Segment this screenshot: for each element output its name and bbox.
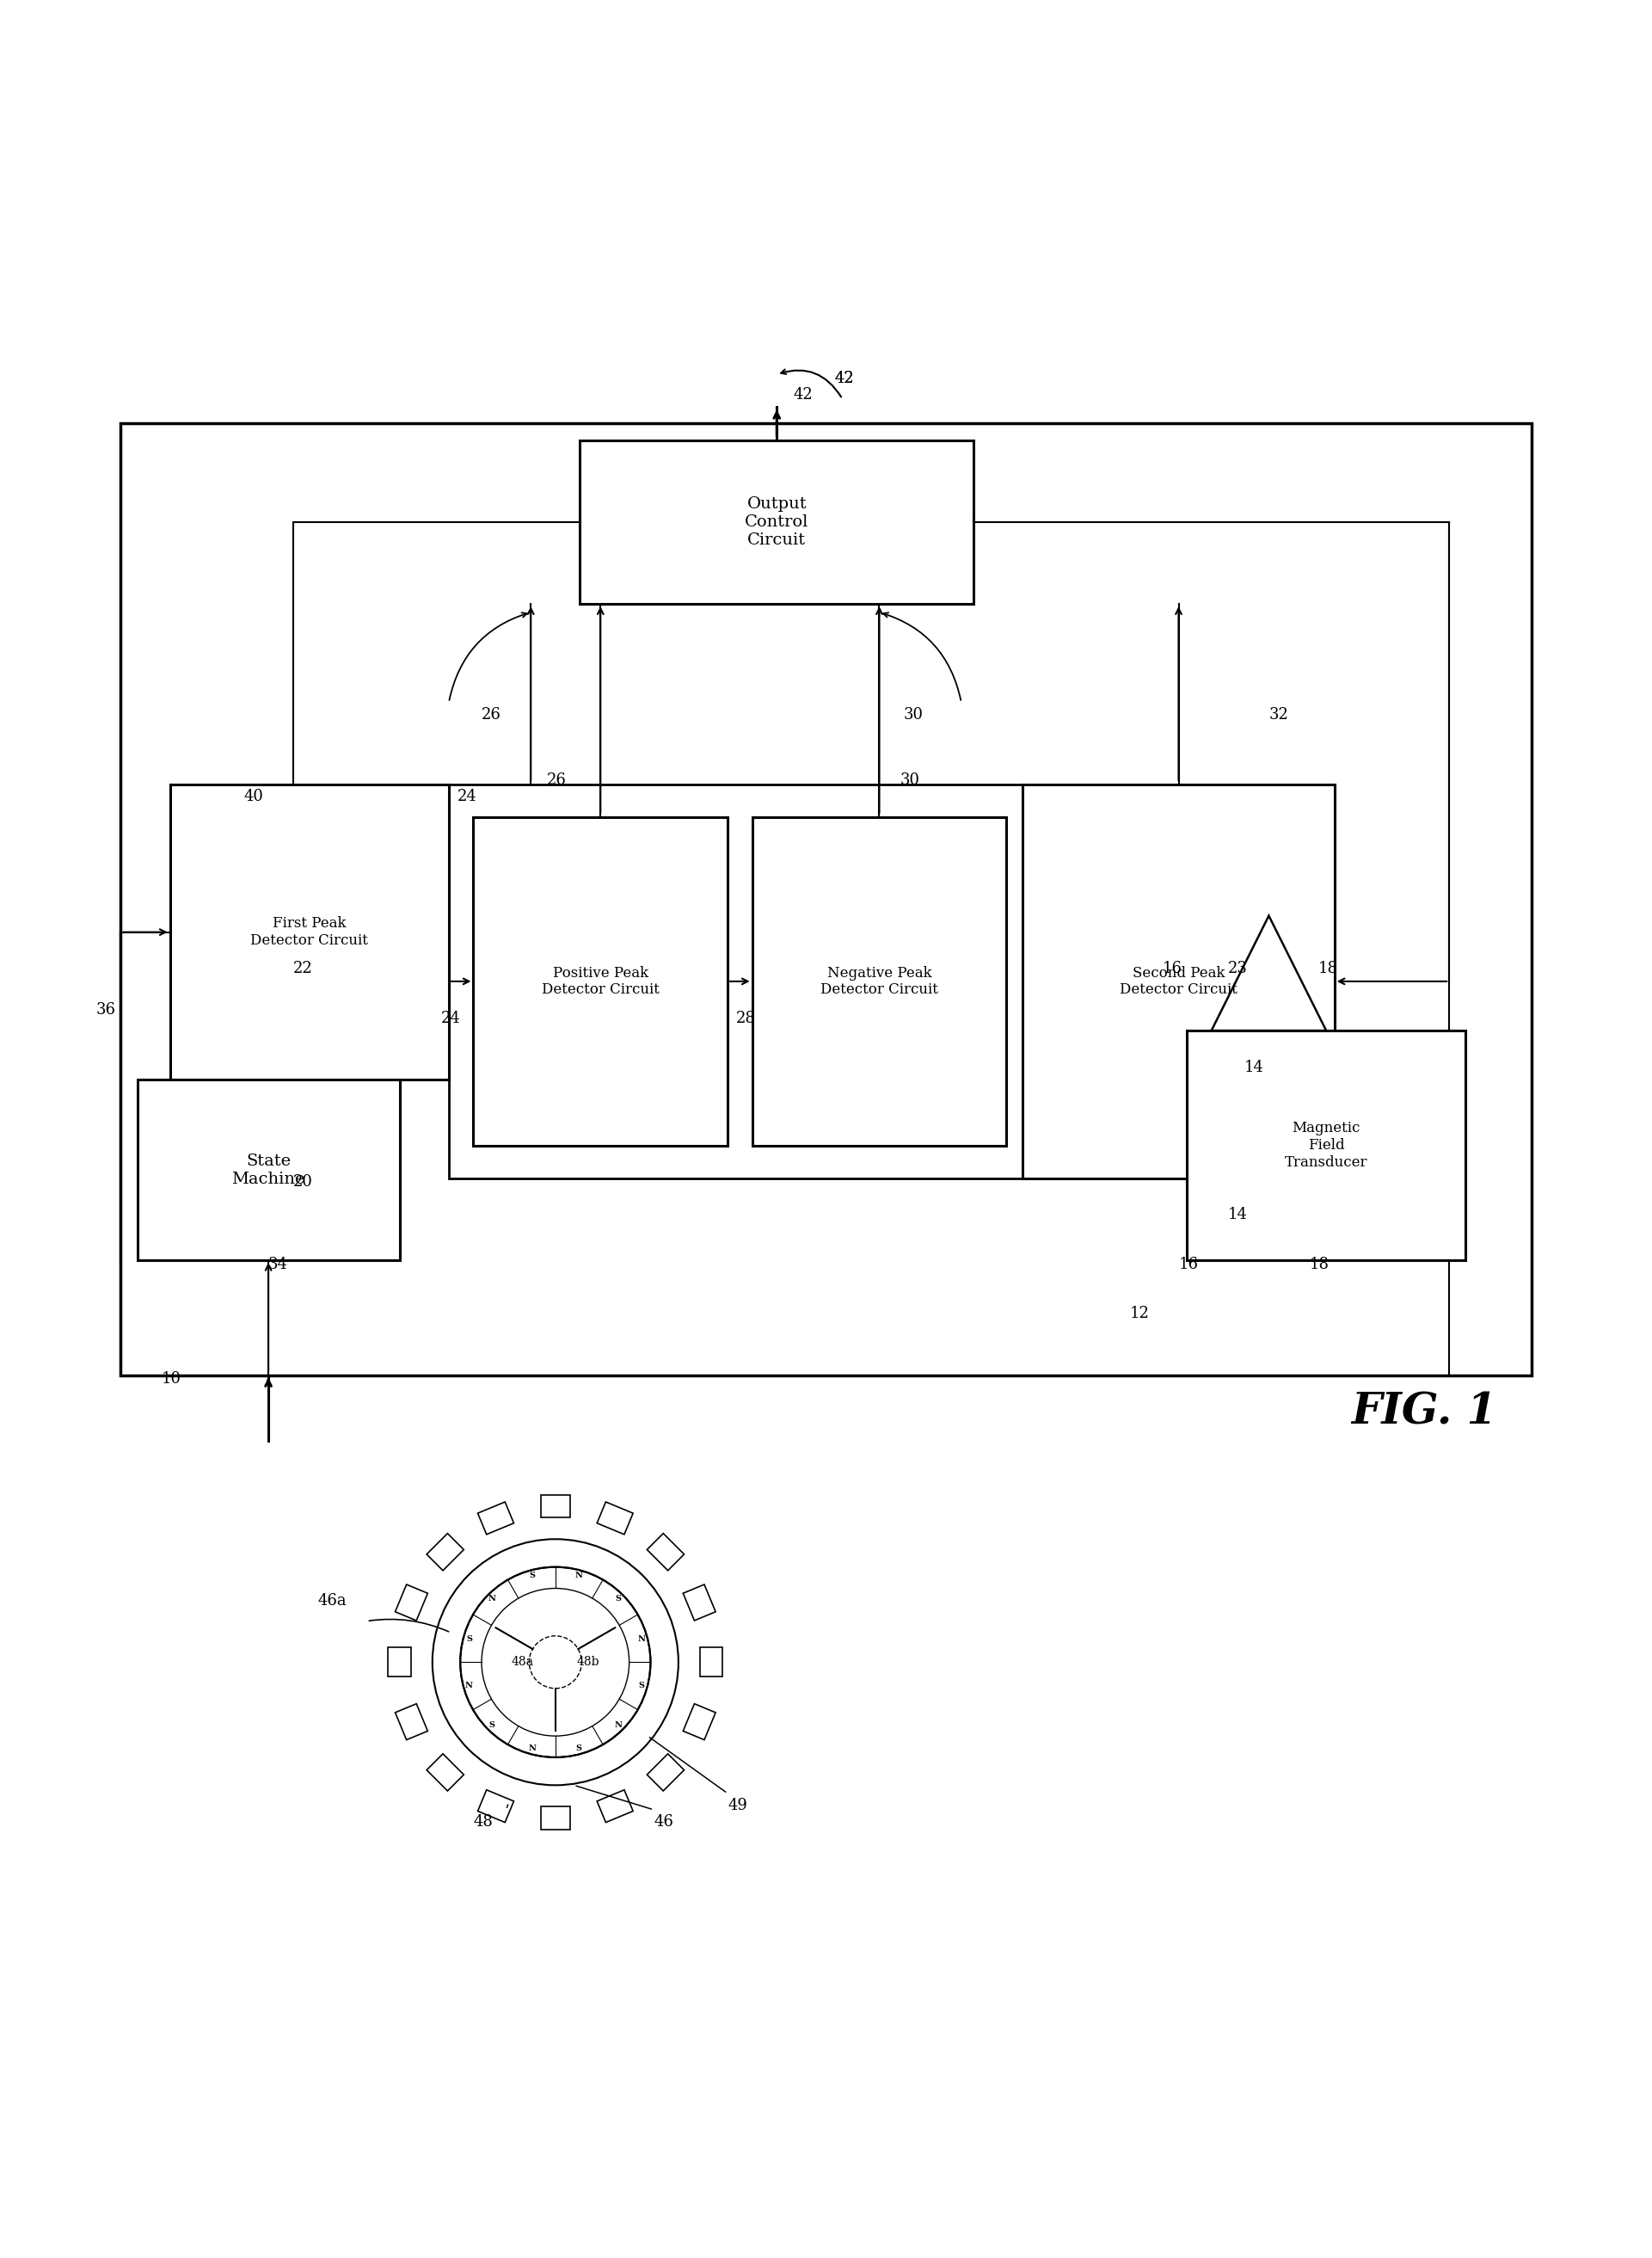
Polygon shape: [682, 1705, 715, 1741]
Polygon shape: [540, 1495, 570, 1517]
Text: 24: 24: [441, 1009, 461, 1025]
Text: Negative Peak
Detector Circuit: Negative Peak Detector Circuit: [821, 966, 938, 998]
Text: 12: 12: [1130, 1305, 1150, 1321]
Text: 18: 18: [1310, 1255, 1330, 1271]
Polygon shape: [540, 1806, 570, 1829]
Text: 18: 18: [1318, 962, 1338, 978]
Text: 36: 36: [96, 1003, 116, 1018]
Text: N: N: [466, 1682, 472, 1689]
Text: Output
Control
Circuit: Output Control Circuit: [745, 497, 809, 549]
Bar: [121, 425, 1531, 1375]
Text: S: S: [639, 1682, 644, 1689]
Text: 16: 16: [1178, 1255, 1198, 1271]
Polygon shape: [477, 1502, 514, 1535]
Text: 42: 42: [834, 370, 854, 386]
Bar: [449, 784, 1138, 1179]
Text: State
Machine: State Machine: [231, 1154, 306, 1188]
Polygon shape: [648, 1754, 684, 1791]
Text: Second Peak
Detector Circuit: Second Peak Detector Circuit: [1120, 966, 1237, 998]
Text: 30: 30: [900, 772, 920, 788]
Text: First Peak
Detector Circuit: First Peak Detector Circuit: [251, 917, 368, 948]
Polygon shape: [426, 1533, 464, 1572]
Text: 46: 46: [654, 1813, 674, 1829]
Polygon shape: [395, 1705, 428, 1741]
Polygon shape: [682, 1585, 715, 1621]
Text: 16: 16: [1163, 962, 1181, 978]
Text: S: S: [575, 1745, 582, 1752]
Text: 32: 32: [1269, 707, 1289, 723]
Bar: [1023, 784, 1335, 1179]
Polygon shape: [426, 1754, 464, 1791]
Polygon shape: [1211, 917, 1327, 1030]
Text: S: S: [466, 1635, 472, 1644]
Bar: [474, 817, 727, 1145]
Bar: [1186, 1030, 1465, 1260]
Text: 28: 28: [735, 1009, 755, 1025]
Text: 24: 24: [458, 788, 476, 804]
Polygon shape: [596, 1791, 633, 1822]
Text: N: N: [638, 1635, 646, 1644]
Text: N: N: [615, 1721, 623, 1730]
Text: N: N: [575, 1572, 583, 1581]
Bar: [170, 784, 449, 1079]
Bar: [752, 817, 1006, 1145]
Text: 48: 48: [474, 1813, 492, 1829]
Text: 42: 42: [793, 386, 813, 402]
Text: S: S: [489, 1721, 496, 1730]
Bar: [137, 1079, 400, 1260]
Text: 42: 42: [834, 370, 854, 386]
Polygon shape: [648, 1533, 684, 1572]
Text: 26: 26: [547, 772, 567, 788]
Text: 10: 10: [162, 1371, 182, 1386]
Text: 14: 14: [1227, 1208, 1247, 1222]
Polygon shape: [477, 1791, 514, 1822]
Text: 34: 34: [268, 1255, 287, 1271]
Text: S: S: [529, 1572, 535, 1581]
Text: Magnetic
Field
Transducer: Magnetic Field Transducer: [1285, 1122, 1368, 1170]
Text: 30: 30: [904, 707, 923, 723]
Text: 20: 20: [292, 1174, 312, 1190]
Text: 48a: 48a: [512, 1655, 534, 1669]
Circle shape: [461, 1567, 651, 1757]
Text: 26: 26: [482, 707, 501, 723]
Polygon shape: [395, 1585, 428, 1621]
Bar: [580, 440, 973, 605]
Text: N: N: [489, 1594, 496, 1603]
Text: Positive Peak
Detector Circuit: Positive Peak Detector Circuit: [542, 966, 659, 998]
Polygon shape: [388, 1648, 411, 1678]
Text: FIG. 1: FIG. 1: [1351, 1391, 1497, 1434]
Text: 49: 49: [727, 1797, 747, 1813]
Text: 14: 14: [1244, 1059, 1264, 1075]
Text: S: S: [616, 1594, 621, 1603]
Text: 22: 22: [292, 962, 312, 978]
Text: 40: 40: [244, 788, 263, 804]
Text: 23: 23: [1227, 962, 1247, 978]
Text: 46a: 46a: [317, 1592, 347, 1608]
Text: N: N: [529, 1745, 535, 1752]
Polygon shape: [700, 1648, 722, 1678]
Polygon shape: [596, 1502, 633, 1535]
Text: 48b: 48b: [577, 1655, 600, 1669]
